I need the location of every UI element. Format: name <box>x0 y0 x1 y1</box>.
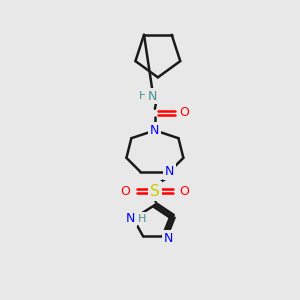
Text: O: O <box>179 185 189 198</box>
Text: S: S <box>150 184 160 199</box>
Text: N: N <box>147 89 157 103</box>
Text: N: N <box>150 124 160 137</box>
Text: N: N <box>165 165 174 178</box>
Text: H: H <box>139 91 147 101</box>
Text: O: O <box>121 185 130 198</box>
Text: H: H <box>138 214 146 224</box>
Text: N: N <box>164 232 173 245</box>
Text: N: N <box>126 212 135 225</box>
Text: O: O <box>179 106 189 119</box>
